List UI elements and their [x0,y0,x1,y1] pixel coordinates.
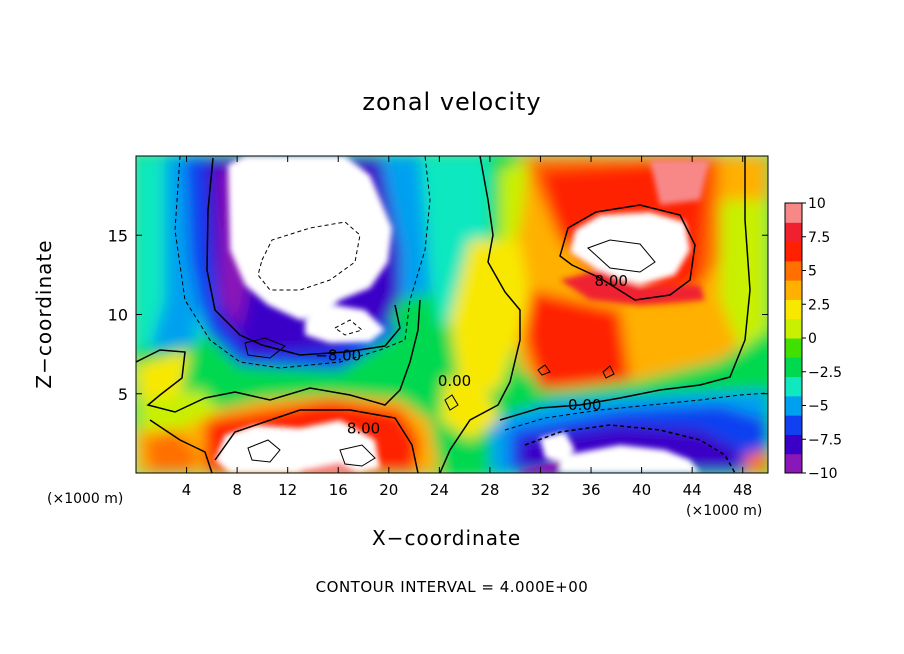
contour-solid-left [206,157,401,356]
contour-solid-left-inner [244,337,286,359]
heatmap-field [136,156,768,473]
colorbar-tick-label: −2.5 [808,365,842,381]
contour-small-5 [339,444,376,467]
colorbar-swatch [785,395,802,416]
y-tick-label: 5 [118,385,128,404]
colorbar-swatch [785,434,802,455]
x-axis-label: X−coordinate [372,526,522,550]
colorbar-swatch [785,299,802,320]
contour-dashed-bottom-right-2 [524,424,736,473]
contour-label: 8.00 [595,272,628,290]
contour-labels: −8.00 0.00 8.00 0.00 8.00 [315,272,628,437]
y-axis: 5 10 15 [108,226,768,404]
x-tick-label: 40 [632,481,651,499]
contour-small-3 [444,394,459,411]
contour-dashed-bottom-right [504,392,768,431]
contour-interval-note: CONTOUR INTERVAL = 4.000E+00 [315,578,589,596]
contour-lines [136,156,768,473]
colorbar-swatch [785,203,802,223]
colorbar-swatch [785,376,802,397]
colorbar-swatch [785,260,802,281]
x-unit-label-left: (×1000 m) [47,491,124,507]
colorbar-tick-label: −7.5 [808,432,842,448]
contour-zero-right [499,156,751,421]
colorbar-swatch [785,222,802,243]
x-tick-label: 4 [182,481,192,499]
x-tick-label: 48 [733,481,752,499]
colorbar-swatch [785,318,802,339]
colorbar-swatch [785,241,802,262]
colorbar-swatch [785,357,802,378]
colorbar-swatch [785,415,802,435]
contour-solid-right-inner [587,239,656,273]
contour-zero-middle [439,156,521,473]
contour-label: 0.00 [438,372,471,390]
y-tick-label: 15 [108,226,128,245]
x-tick-label: 44 [683,481,702,499]
x-unit-label-right: (×1000 m) [686,503,763,519]
x-tick-label: 12 [278,481,297,499]
colorbar-tick-label: −10 [808,466,838,482]
colorbar: 10 7.5 5 2.5 0 −2.5 −5 −7.5 −10 [784,196,842,482]
contour-label: 8.00 [347,420,380,438]
colorbar-tick-label: 5 [808,264,817,280]
x-tick-label: 28 [480,481,499,499]
contour-zero-left [136,299,421,413]
colorbar-swatch [785,280,802,300]
x-tick-label: 8 [232,481,242,499]
contour-solid-bottom [149,419,213,473]
x-tick-label: 16 [329,481,348,499]
contour-small-2 [602,365,615,379]
x-tick-label: 32 [531,481,550,499]
colorbar-swatch [785,453,802,474]
x-tick-label: 36 [581,481,600,499]
colorbar-swatch [785,338,802,358]
contour-label: 0.00 [568,396,601,414]
contour-label: −8.00 [315,347,361,365]
colorbar-tick-label: 2.5 [808,297,830,313]
contour-solid-bottom-2 [214,409,419,473]
x-axis: 4 8 12 16 20 24 28 32 36 40 44 48 [182,156,752,499]
x-tick-label: 20 [379,481,398,499]
colorbar-tick-label: −5 [808,399,829,415]
chart-title: zonal velocity [362,88,542,116]
contour-small-4 [247,439,281,463]
contour-dashed-left [174,156,431,369]
contour-solid-right-8 [559,204,696,301]
x-tick-label: 24 [430,481,449,499]
colorbar-tick-label: 7.5 [808,230,830,246]
colorbar-tick-label: 0 [808,331,817,347]
y-tick-label: 10 [108,306,128,325]
contour-small-1 [537,364,551,376]
colorbar-tick-label: 10 [808,196,826,212]
